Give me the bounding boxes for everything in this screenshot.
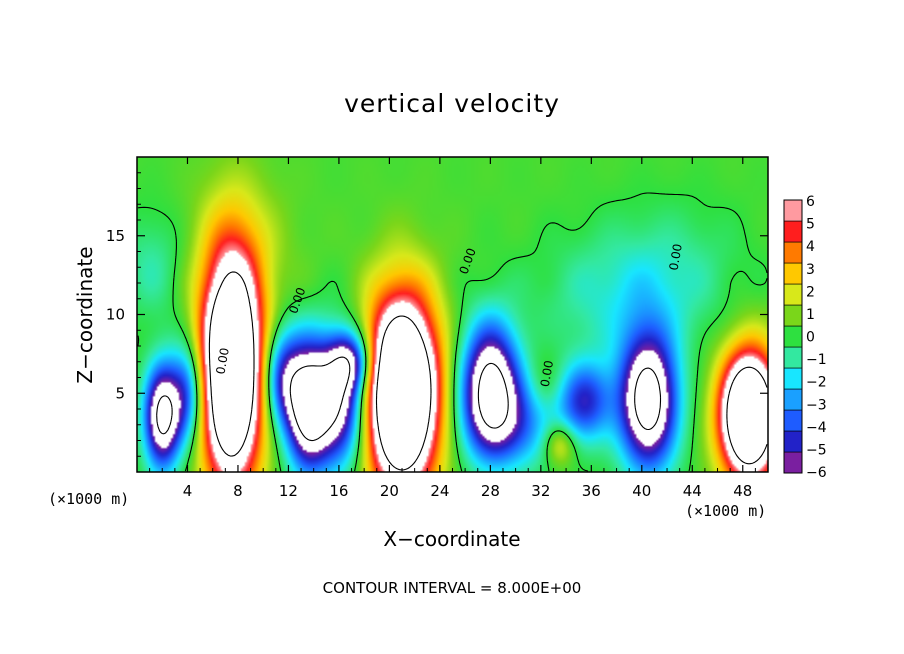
plot-area: 0.000.000.000.000.00 (136, 156, 769, 473)
contour-line (137, 192, 768, 472)
colorbar-label: −2 (806, 375, 827, 391)
colorbar-swatch (783, 409, 803, 432)
colorbar-label: −6 (806, 465, 827, 481)
colorbar-label: −4 (806, 420, 827, 436)
colorbar-swatch (783, 367, 803, 390)
colorbar-swatch (783, 283, 803, 306)
y-axis-label: Z−coordinate (73, 246, 97, 383)
y-tick-label: 15 (106, 227, 125, 245)
y-tick-label: 10 (106, 306, 125, 324)
x-tick-label: 36 (582, 482, 601, 500)
x-unit-left: (×1000 m) (48, 490, 129, 508)
colorbar-frame (783, 199, 803, 474)
colorbar-swatch (783, 262, 803, 285)
colorbar-swatch (783, 304, 803, 327)
colorbar-swatch (783, 199, 803, 222)
x-tick-label: 24 (430, 482, 449, 500)
colorbar-label: 5 (806, 217, 815, 233)
x-tick-label: 48 (733, 482, 752, 500)
x-axis-label: X−coordinate (383, 527, 520, 551)
chart-title: vertical velocity (344, 89, 560, 118)
colorbar-label: 4 (806, 239, 815, 255)
x-unit-right: (×1000 m) (685, 502, 766, 520)
contour-interval-note: CONTOUR INTERVAL = 8.000E+00 (323, 579, 582, 597)
colorbar-swatch (783, 388, 803, 411)
x-axis: 4 8 12 16 20 24 28 32 36 40 44 48 (149, 157, 756, 500)
colorbar-swatch (783, 346, 803, 369)
colorbar-label: 3 (806, 262, 815, 278)
colorbar-swatch (783, 430, 803, 453)
x-tick-label: 8 (233, 482, 243, 500)
y-tick-label: 5 (115, 384, 125, 402)
contour-label: 0.00 (213, 347, 231, 376)
contour-label: 0.00 (538, 359, 556, 388)
colorbar-label: 2 (806, 284, 815, 300)
x-tick-label: 12 (279, 482, 298, 500)
x-tick-label: 44 (683, 482, 702, 500)
colorbar-label: 6 (806, 194, 815, 210)
colorbar-swatch (783, 451, 803, 474)
colorbar-label: −5 (806, 442, 827, 458)
colorbar-swatch (783, 220, 803, 243)
colorbar-label: −1 (806, 352, 827, 368)
velocity-field (137, 157, 768, 472)
y-axis: 5 10 15 (106, 172, 768, 457)
x-tick-label: 28 (481, 482, 500, 500)
contour-lines (137, 192, 768, 472)
colorbar-label: 0 (806, 330, 815, 346)
x-tick-label: 16 (329, 482, 348, 500)
colorbar-swatch (783, 325, 803, 348)
colorbar-label: −3 (806, 397, 827, 413)
contour-label: 0.00 (667, 243, 685, 272)
colorbar-label: 1 (806, 307, 815, 323)
colorbar-swatch (783, 241, 803, 264)
contour-line (156, 356, 662, 442)
colorbar: 6 5 4 3 2 1 0 −1 −2 −3 −4 −5 −6 (783, 194, 827, 481)
x-tick-label: 32 (531, 482, 550, 500)
contour-line (208, 271, 768, 471)
x-tick-label: 4 (183, 482, 193, 500)
x-tick-label: 40 (632, 482, 651, 500)
x-tick-label: 20 (380, 482, 399, 500)
